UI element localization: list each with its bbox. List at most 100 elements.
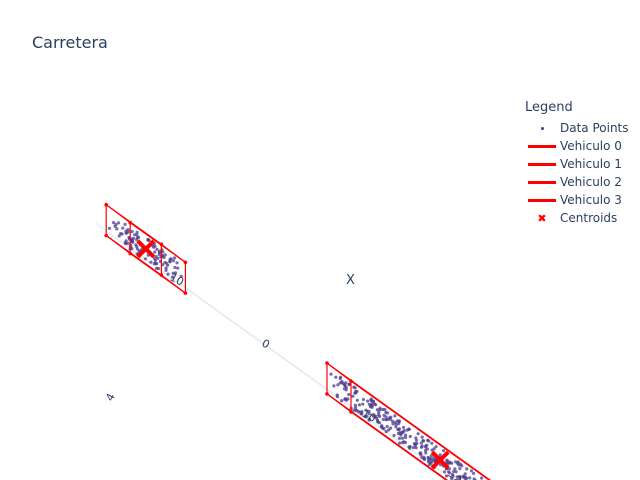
data-point <box>427 462 431 467</box>
data-point <box>353 386 357 390</box>
data-point <box>116 221 121 225</box>
data-point <box>147 238 151 243</box>
data-point <box>352 408 356 412</box>
data-point <box>425 447 430 451</box>
data-point <box>419 445 424 449</box>
x-marker-icon: ✖ <box>537 211 547 225</box>
grid-line <box>279 354 307 376</box>
data-point <box>378 414 382 418</box>
data-point <box>107 226 112 230</box>
vehicle-box-edge <box>326 362 491 480</box>
data-point <box>342 383 347 387</box>
data-point <box>172 256 177 260</box>
data-point <box>131 236 136 240</box>
data-point <box>424 451 428 455</box>
data-point <box>163 253 167 257</box>
data-point <box>357 410 361 414</box>
legend-label: Centroids <box>560 211 618 225</box>
legend-item[interactable]: Vehiculo 3 <box>525 191 629 209</box>
vehicle-box-edge <box>105 204 162 245</box>
data-point <box>458 474 462 479</box>
data-point <box>385 424 389 429</box>
grid-line <box>187 288 215 310</box>
data-point <box>401 425 406 430</box>
data-point <box>432 447 436 451</box>
data-point <box>414 438 419 442</box>
data-point <box>347 382 351 386</box>
data-point <box>429 454 433 458</box>
data-point <box>364 408 368 412</box>
data-point <box>381 417 385 421</box>
data-point <box>344 388 348 392</box>
data-point <box>369 398 373 402</box>
data-point <box>360 409 364 414</box>
data-point <box>415 441 419 446</box>
data-point <box>166 272 170 276</box>
data-point <box>407 445 411 449</box>
data-point <box>448 460 452 465</box>
legend-item[interactable]: Data Points <box>525 119 629 137</box>
data-point <box>130 229 134 234</box>
legend-item[interactable]: Vehiculo 2 <box>525 173 629 191</box>
data-point <box>400 430 405 434</box>
data-point <box>468 476 472 480</box>
legend-item[interactable]: ✖ Centroids <box>525 209 629 227</box>
data-point <box>454 470 458 474</box>
vehicle-box-corner <box>325 361 329 365</box>
data-point <box>378 408 382 412</box>
data-point <box>372 414 376 419</box>
legend-item[interactable]: Vehiculo 0 <box>525 137 629 155</box>
data-point <box>411 446 416 450</box>
data-point <box>448 471 452 475</box>
data-point <box>152 257 157 261</box>
data-point <box>416 432 420 436</box>
vehicle-box-edge <box>129 253 186 294</box>
data-point <box>450 472 455 477</box>
data-point <box>452 469 456 474</box>
data-point <box>390 419 395 423</box>
legend-label: Vehiculo 3 <box>560 193 622 207</box>
data-point <box>357 403 361 407</box>
data-point <box>361 402 365 406</box>
data-point <box>329 372 333 376</box>
data-point <box>389 426 393 430</box>
data-point <box>115 227 119 231</box>
data-point <box>368 405 373 409</box>
grid-line <box>108 232 455 480</box>
data-point <box>338 376 342 381</box>
data-point <box>374 416 379 420</box>
data-point <box>124 239 128 243</box>
data-point <box>401 441 405 445</box>
data-point <box>353 403 357 407</box>
data-point <box>332 384 336 388</box>
data-point <box>428 457 432 461</box>
data-point <box>339 399 344 403</box>
line-swatch-icon <box>525 173 559 191</box>
data-point <box>420 435 424 439</box>
data-point <box>400 436 405 440</box>
data-point <box>375 408 380 412</box>
data-point <box>123 222 127 226</box>
data-point <box>176 266 180 270</box>
data-points <box>107 221 484 480</box>
vehicle-boxes <box>104 202 491 480</box>
vehicle-box-corner <box>159 273 164 277</box>
data-point <box>441 449 446 453</box>
vehicle-box-corner <box>183 260 188 265</box>
data-point <box>130 247 134 251</box>
data-point <box>395 419 400 423</box>
grid-line <box>121 242 454 480</box>
data-point <box>126 228 130 232</box>
data-point <box>353 391 357 395</box>
data-point <box>335 393 339 397</box>
data-point <box>387 416 391 420</box>
data-point <box>399 433 403 437</box>
vehicle-box-edge <box>129 222 186 263</box>
legend-item[interactable]: Vehiculo 1 <box>525 155 629 173</box>
data-point <box>384 417 388 422</box>
data-point <box>434 445 438 449</box>
data-point <box>398 441 402 445</box>
vehicle-box-corner <box>349 410 353 414</box>
data-point <box>419 441 423 445</box>
